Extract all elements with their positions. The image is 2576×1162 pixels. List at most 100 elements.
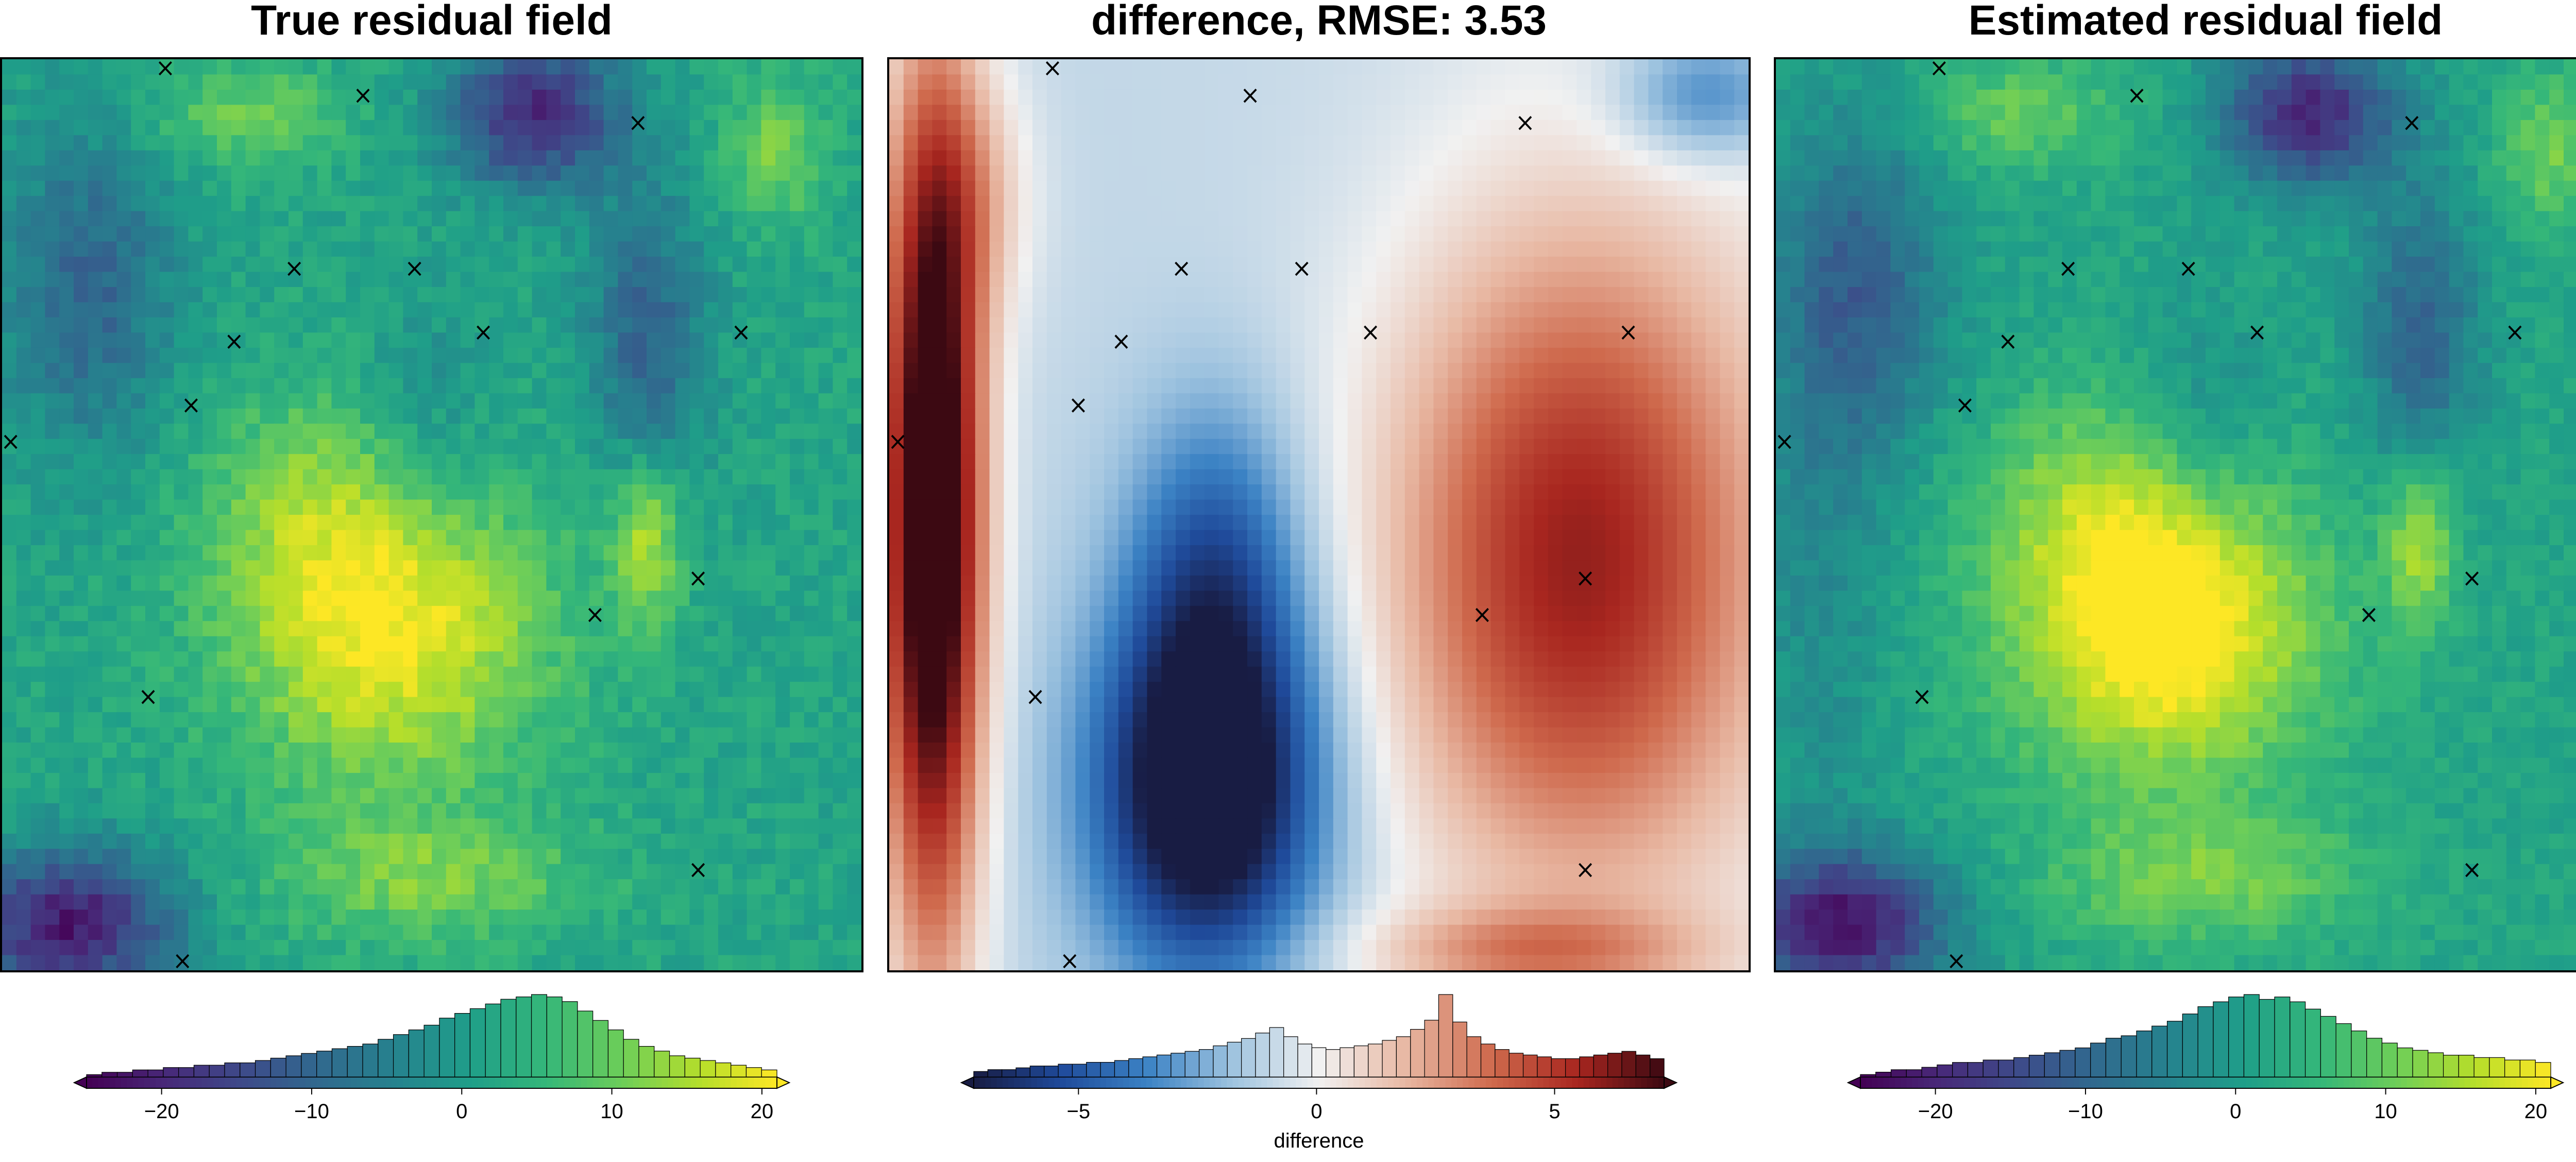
heatmap-cell (790, 347, 805, 364)
heatmap-cell (660, 575, 676, 592)
heatmap-cell (718, 940, 733, 956)
heatmap-cell (775, 59, 791, 75)
heatmap-cell (1591, 302, 1606, 318)
heatmap-cell (288, 393, 303, 409)
heatmap-cell (188, 135, 204, 151)
heatmap-cell (1319, 226, 1334, 242)
heatmap-cell (689, 530, 705, 546)
heatmap-cell (403, 621, 418, 637)
heatmap-cell (30, 757, 46, 774)
heatmap-cell (116, 332, 132, 348)
heatmap-cell (1677, 135, 1692, 151)
sample-point-marker (691, 863, 705, 878)
heatmap-cell (561, 712, 576, 728)
heatmap-cell (1175, 287, 1191, 303)
heatmap-cell (245, 424, 261, 440)
heatmap-cell (1046, 241, 1062, 258)
heatmap-cell (1046, 226, 1062, 242)
heatmap-cell (818, 849, 834, 865)
heatmap-cell (388, 408, 404, 425)
heatmap-cell (775, 257, 791, 273)
heatmap-cell (102, 424, 117, 440)
heatmap-cell (546, 591, 562, 607)
heatmap-cell (1634, 211, 1649, 227)
heatmap-cell (1677, 150, 1692, 166)
heatmap-cell (747, 332, 762, 348)
heatmap-cell (446, 955, 461, 970)
heatmap-cell (1018, 257, 1033, 273)
heatmap-cell (1705, 196, 1721, 212)
heatmap-cell (790, 515, 805, 531)
heatmap-cell (474, 408, 490, 425)
heatmap-cell (1490, 74, 1506, 91)
heatmap-cell (603, 591, 619, 607)
heatmap-cell (1648, 393, 1664, 409)
heatmap-cell (1448, 226, 1463, 242)
heatmap-cell (1032, 347, 1047, 364)
heatmap-cell (2, 591, 17, 607)
heatmap-cell (145, 940, 160, 956)
heatmap-cell (188, 59, 204, 75)
heatmap-cell (274, 636, 290, 652)
heatmap-cell (145, 575, 160, 592)
heatmap-cell (1677, 347, 1692, 364)
heatmap-cell (1218, 150, 1234, 166)
sample-point-marker (287, 261, 301, 276)
heatmap-cell (260, 666, 275, 683)
heatmap-cell (790, 439, 805, 455)
heatmap-cell (174, 727, 189, 744)
heatmap-cell (704, 287, 719, 303)
heatmap-cell (761, 89, 776, 106)
heatmap-cell (45, 605, 60, 622)
heatmap-cell (88, 150, 103, 166)
heatmap-cell (647, 378, 662, 394)
heatmap-cell (360, 241, 375, 258)
heatmap-cell (517, 378, 533, 394)
heatmap-cell (1419, 363, 1434, 379)
heatmap-cell (1419, 150, 1434, 166)
heatmap-cell (960, 120, 976, 136)
heatmap-cell (546, 150, 562, 166)
heatmap-cell (217, 150, 232, 166)
heatmap-cell (833, 621, 848, 637)
heatmap-cell (317, 515, 332, 531)
heatmap-cell (360, 408, 375, 425)
heatmap-cell (317, 424, 332, 440)
heatmap-cell (918, 378, 933, 394)
heatmap-cell (1462, 302, 1477, 318)
heatmap-cell (818, 575, 834, 592)
heatmap-cell (1061, 150, 1076, 166)
heatmap-cell (1104, 272, 1119, 288)
heatmap-cell (417, 833, 433, 850)
heatmap-cell (432, 651, 447, 667)
heatmap-cell (131, 499, 146, 516)
heatmap-cell (660, 347, 676, 364)
heatmap-cell (775, 772, 791, 789)
heatmap-cell (45, 74, 60, 91)
heatmap-cell (660, 105, 676, 121)
heatmap-cell (689, 257, 705, 273)
heatmap-cell (288, 135, 303, 151)
heatmap-cell (546, 484, 562, 500)
heatmap-cell (517, 727, 533, 744)
heatmap-cell (517, 408, 533, 425)
heatmap-cell (718, 393, 733, 409)
heatmap-cell (1276, 272, 1291, 288)
heatmap-cell (102, 241, 117, 258)
heatmap-cell (804, 575, 819, 592)
heatmap-cell (689, 591, 705, 607)
heatmap-cell (1147, 59, 1162, 75)
heatmap-cell (1691, 241, 1706, 258)
heatmap-cell (346, 150, 361, 166)
heatmap-cell (1519, 257, 1535, 273)
heatmap-cell (889, 226, 904, 242)
heatmap-cell (660, 120, 676, 136)
heatmap-cell (374, 651, 389, 667)
heatmap-cell (503, 894, 518, 911)
heatmap-cell (775, 196, 791, 212)
heatmap-cell (647, 226, 662, 242)
heatmap-cell (1448, 135, 1463, 151)
heatmap-cell (747, 408, 762, 425)
heatmap-cell (1218, 226, 1234, 242)
heatmap-cell (618, 530, 633, 546)
